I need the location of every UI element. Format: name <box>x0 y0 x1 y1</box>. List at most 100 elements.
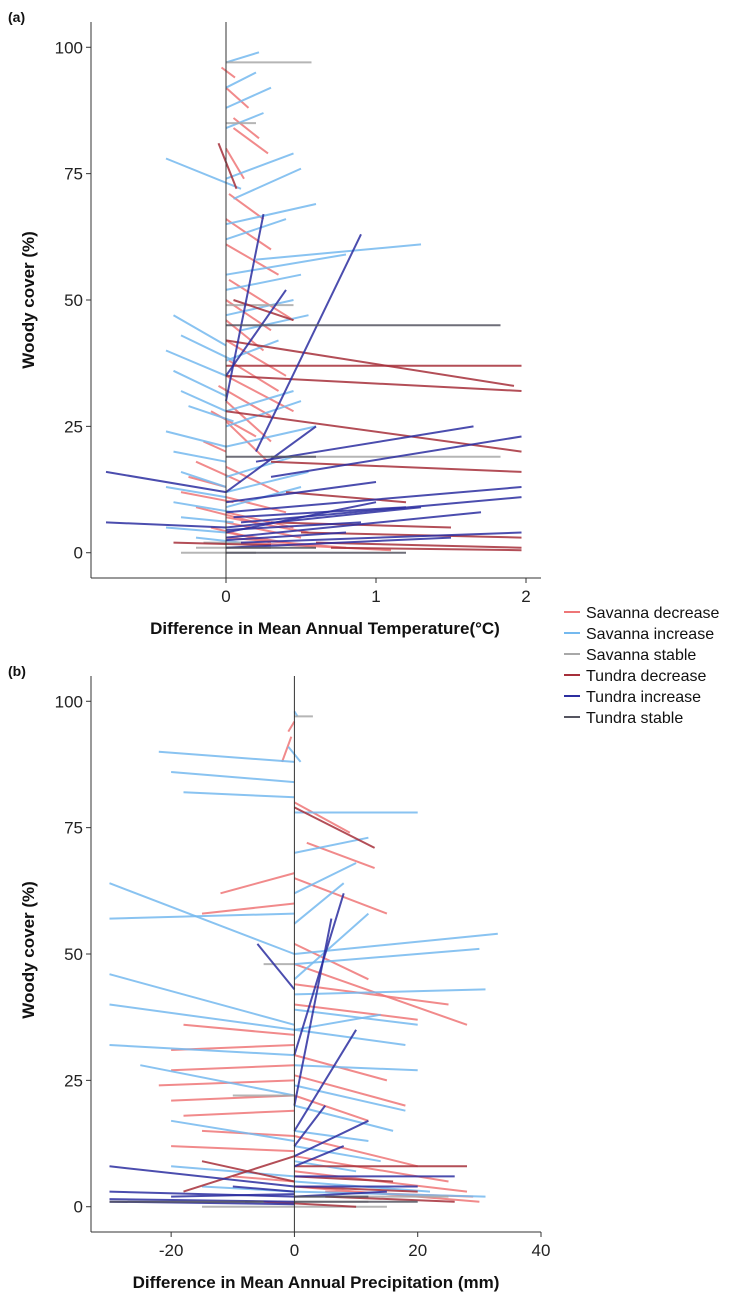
series-segment-tundra-decrease <box>225 410 522 453</box>
series-segment-tundra-increase <box>105 470 227 494</box>
series-segment-savanna-increase <box>109 973 295 1026</box>
legend-label-tundra-decrease: Tundra decrease <box>586 668 706 685</box>
series-segment-savanna-decrease <box>293 801 351 834</box>
panel-label-b: (b) <box>8 663 26 679</box>
series-segment-savanna-decrease <box>294 1094 369 1122</box>
series-segment-savanna-increase <box>173 369 227 397</box>
x-tick-label: 20 <box>408 1241 427 1260</box>
series-segment-savanna-increase <box>294 947 480 966</box>
series-segment-savanna-decrease <box>171 1064 295 1072</box>
series-segment-tundra-increase <box>293 1104 326 1147</box>
series-segment-tundra-decrease <box>285 491 407 504</box>
series-segment-tundra-increase <box>255 233 362 453</box>
panel-a: (a) 0 1 2 0 25 50 75 100 Difference in Mean Ann… <box>8 9 541 638</box>
series-segment-tundra-decrease <box>330 546 522 552</box>
panel-b-lines <box>109 676 498 1232</box>
y-tick-label: 25 <box>64 417 83 436</box>
series-segment-savanna-decrease <box>220 66 236 79</box>
series-segment-savanna-increase <box>293 912 370 981</box>
series-segment-savanna-increase <box>140 1064 295 1097</box>
series-segment-savanna-increase <box>170 1119 295 1142</box>
series-segment-tundra-decrease <box>315 541 522 549</box>
legend-label-tundra-increase: Tundra increase <box>586 689 701 706</box>
series-segment-tundra-increase <box>225 536 452 549</box>
series-segment-tundra-increase <box>232 1185 295 1193</box>
series-segment-savanna-increase <box>180 470 227 488</box>
series-segment-savanna-increase <box>180 334 234 362</box>
series-segment-savanna-increase <box>173 501 234 514</box>
series-segment-savanna-increase <box>171 771 295 784</box>
series-segment-tundra-increase <box>293 893 345 1056</box>
legend-label-savanna-decrease: Savanna decrease <box>586 605 720 622</box>
series-segment-savanna-decrease <box>294 1135 418 1168</box>
panel-b: (b) -20 0 20 40 0 25 50 75 100 Difference in Mea… <box>8 663 550 1292</box>
series-segment-savanna-increase <box>225 470 309 494</box>
series-segment-savanna-decrease <box>220 872 295 895</box>
series-segment-savanna-decrease <box>183 1109 295 1117</box>
series-segment-savanna-decrease <box>232 1175 295 1183</box>
series-segment-savanna-increase <box>225 299 294 317</box>
series-segment-savanna-increase <box>165 486 227 499</box>
series-segment-savanna-decrease <box>225 374 294 413</box>
series-segment-savanna-decrease <box>294 1003 418 1021</box>
series-segment-savanna-increase <box>165 157 242 190</box>
series-segment-savanna-decrease <box>171 1145 295 1153</box>
series-segment-savanna-decrease <box>294 1074 406 1107</box>
series-segment-tundra-increase <box>225 511 482 539</box>
series-segment-tundra-increase <box>225 213 265 402</box>
y-tick-label: 75 <box>64 165 83 184</box>
series-segment-savanna-increase <box>294 988 486 996</box>
series-segment-tundra-increase <box>171 1193 295 1198</box>
series-segment-tundra-increase <box>225 506 422 529</box>
series-segment-savanna-decrease <box>287 720 296 733</box>
legend-item: Tundra stable <box>564 710 683 727</box>
series-segment-savanna-decrease <box>225 86 250 109</box>
series-segment-savanna-increase <box>109 882 295 955</box>
series-segment-savanna-increase <box>294 932 498 955</box>
x-tick-label: 0 <box>221 587 230 606</box>
series-segment-tundra-increase <box>293 1119 369 1158</box>
series-segment-tundra-increase <box>270 435 522 478</box>
legend-label-tundra-stable: Tundra stable <box>586 710 683 727</box>
series-segment-savanna-increase <box>165 526 227 534</box>
legend-item: Savanna decrease <box>564 605 720 622</box>
series-segment-savanna-decrease <box>225 243 279 276</box>
series-segment-tundra-increase <box>240 531 522 544</box>
y-tick-label: 75 <box>64 819 83 838</box>
x-tick-label: -20 <box>159 1241 184 1260</box>
legend: Savanna decrease Savanna increase Savann… <box>564 605 720 727</box>
series-segment-savanna-decrease <box>225 521 302 539</box>
panel-label-a: (a) <box>8 9 25 25</box>
series-segment-savanna-increase <box>225 425 317 448</box>
series-segment-savanna-increase <box>225 253 347 276</box>
series-segment-savanna-increase <box>294 1008 418 1026</box>
series-segment-tundra-decrease <box>225 374 522 392</box>
series-segment-savanna-increase <box>293 882 345 925</box>
panel-a-lines <box>105 22 522 578</box>
panel-b-x-axis-title: Difference in Mean Annual Precipitation … <box>133 1273 500 1292</box>
y-tick-label: 50 <box>64 945 83 964</box>
series-segment-tundra-increase <box>294 1145 345 1168</box>
series-segment-tundra-increase <box>293 918 333 1106</box>
series-segment-savanna-increase <box>225 71 257 89</box>
y-tick-label: 0 <box>74 1198 83 1217</box>
panel-a-ticks: 0 1 2 0 25 50 75 100 <box>55 38 531 606</box>
series-segment-tundra-decrease <box>263 1200 357 1208</box>
y-tick-label: 100 <box>55 692 83 711</box>
y-tick-label: 0 <box>74 544 83 563</box>
series-segment-savanna-decrease <box>225 496 287 514</box>
series-segment-savanna-increase <box>294 836 369 854</box>
series-segment-savanna-increase <box>109 1044 295 1057</box>
legend-item: Tundra decrease <box>564 668 706 685</box>
series-segment-savanna-increase <box>180 390 227 413</box>
series-segment-tundra-increase <box>225 481 377 504</box>
series-segment-savanna-decrease <box>294 963 468 1026</box>
series-segment-savanna-increase <box>293 862 357 895</box>
series-segment-savanna-increase <box>233 167 302 200</box>
series-segment-savanna-increase <box>173 450 227 463</box>
series-segment-savanna-increase <box>109 1003 295 1031</box>
series-segment-tundra-increase <box>293 1029 357 1132</box>
panel-a-y-axis-title: Woody cover (%) <box>19 231 38 369</box>
panel-b-ticks: -20 0 20 40 0 25 50 75 100 <box>55 692 551 1260</box>
series-segment-savanna-increase <box>225 112 264 130</box>
